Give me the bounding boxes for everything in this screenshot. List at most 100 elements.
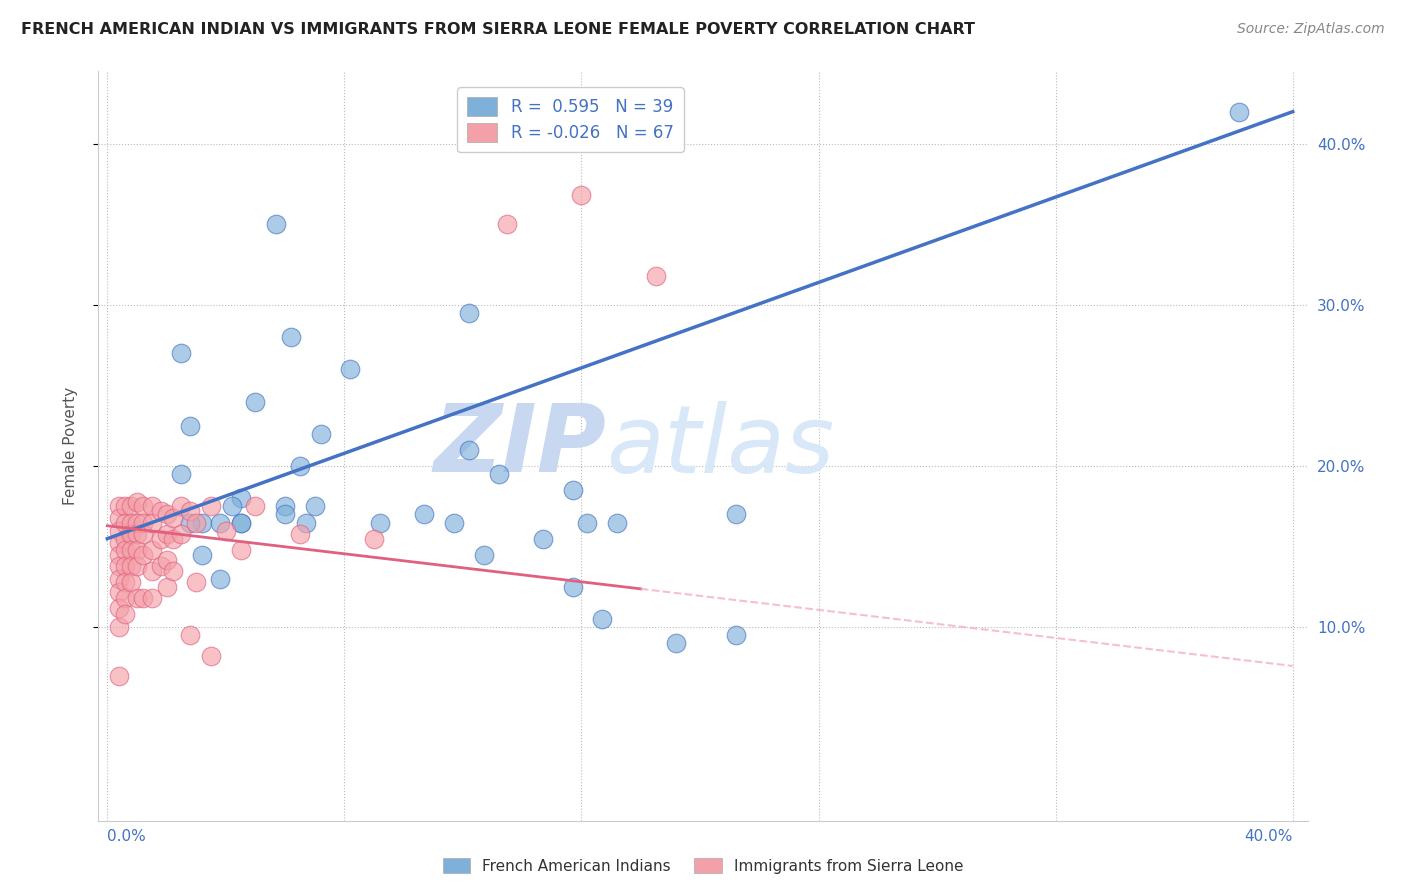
Point xyxy=(288,459,311,474)
Point xyxy=(571,188,593,202)
Point xyxy=(229,516,252,530)
Point xyxy=(108,500,131,514)
Point xyxy=(155,552,177,566)
Point xyxy=(162,532,184,546)
Text: 0.0%: 0.0% xyxy=(107,829,146,844)
Point xyxy=(457,443,479,458)
Point xyxy=(229,491,252,506)
Point xyxy=(179,516,201,530)
Point xyxy=(141,564,163,578)
Point xyxy=(155,580,177,594)
Point xyxy=(132,500,155,514)
Point xyxy=(170,526,193,541)
Point xyxy=(443,516,465,530)
Point xyxy=(179,418,201,433)
Text: FRENCH AMERICAN INDIAN VS IMMIGRANTS FROM SIERRA LEONE FEMALE POVERTY CORRELATIO: FRENCH AMERICAN INDIAN VS IMMIGRANTS FRO… xyxy=(21,22,976,37)
Point xyxy=(125,591,148,606)
Text: Source: ZipAtlas.com: Source: ZipAtlas.com xyxy=(1237,22,1385,37)
Point xyxy=(274,500,297,514)
Point xyxy=(120,543,142,558)
Point xyxy=(363,532,385,546)
Point xyxy=(576,516,599,530)
Point xyxy=(108,510,131,524)
Point xyxy=(1229,104,1251,119)
Point xyxy=(229,543,252,558)
Point xyxy=(339,362,361,376)
Point xyxy=(229,516,252,530)
Point xyxy=(114,500,136,514)
Point xyxy=(179,628,201,642)
Point xyxy=(125,559,148,574)
Text: ZIP: ZIP xyxy=(433,400,606,492)
Point xyxy=(108,601,131,615)
Point xyxy=(665,636,688,650)
Point xyxy=(125,516,148,530)
Y-axis label: Female Poverty: Female Poverty xyxy=(63,387,77,505)
Point xyxy=(186,516,208,530)
Point xyxy=(295,516,318,530)
Point xyxy=(125,526,148,541)
Point xyxy=(496,218,519,232)
Point xyxy=(108,572,131,586)
Point xyxy=(120,500,142,514)
Point xyxy=(309,426,332,441)
Point xyxy=(125,543,148,558)
Point xyxy=(368,516,391,530)
Point xyxy=(606,516,628,530)
Point xyxy=(108,536,131,550)
Point xyxy=(644,268,666,283)
Point xyxy=(724,628,747,642)
Point xyxy=(155,508,177,522)
Point xyxy=(208,516,231,530)
Point xyxy=(245,394,267,409)
Point xyxy=(591,612,613,626)
Point xyxy=(120,559,142,574)
Point xyxy=(472,548,495,562)
Point xyxy=(149,532,172,546)
Text: 40.0%: 40.0% xyxy=(1244,829,1292,844)
Text: atlas: atlas xyxy=(606,401,835,491)
Point xyxy=(208,572,231,586)
Point xyxy=(114,543,136,558)
Point xyxy=(200,649,222,664)
Legend: R =  0.595   N = 39, R = -0.026   N = 67: R = 0.595 N = 39, R = -0.026 N = 67 xyxy=(457,87,683,153)
Point xyxy=(132,548,155,562)
Point xyxy=(488,467,510,482)
Point xyxy=(120,575,142,590)
Point xyxy=(114,607,136,622)
Point xyxy=(215,524,238,538)
Point xyxy=(413,508,436,522)
Point xyxy=(114,532,136,546)
Point xyxy=(141,516,163,530)
Point xyxy=(132,591,155,606)
Point xyxy=(108,584,131,599)
Point xyxy=(108,548,131,562)
Point xyxy=(191,516,214,530)
Point xyxy=(531,532,554,546)
Point xyxy=(132,516,155,530)
Point xyxy=(561,483,583,498)
Point xyxy=(179,504,201,518)
Legend: French American Indians, Immigrants from Sierra Leone: French American Indians, Immigrants from… xyxy=(437,852,969,880)
Point xyxy=(141,543,163,558)
Point xyxy=(264,218,287,232)
Point xyxy=(114,516,136,530)
Point xyxy=(162,564,184,578)
Point xyxy=(186,575,208,590)
Point xyxy=(120,516,142,530)
Point xyxy=(304,500,326,514)
Point xyxy=(149,504,172,518)
Point xyxy=(221,500,243,514)
Point xyxy=(200,500,222,514)
Point xyxy=(155,526,177,541)
Point xyxy=(457,306,479,320)
Point xyxy=(108,668,131,682)
Point xyxy=(191,548,214,562)
Point xyxy=(132,526,155,541)
Point xyxy=(149,559,172,574)
Point xyxy=(141,591,163,606)
Point xyxy=(245,500,267,514)
Point xyxy=(170,346,193,360)
Point xyxy=(162,510,184,524)
Point xyxy=(280,330,302,344)
